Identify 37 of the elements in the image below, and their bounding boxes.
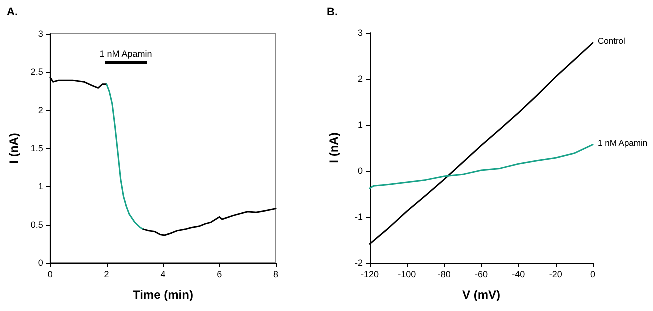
x-tick-label: 0 bbox=[48, 270, 53, 280]
y-tick-label: 1 bbox=[358, 120, 363, 130]
y-axis-title: I (nA) bbox=[327, 132, 341, 164]
line-series bbox=[106, 84, 144, 230]
x-tick-label: 2 bbox=[104, 270, 110, 280]
series-label: Control bbox=[598, 36, 626, 46]
y-tick-label: 2 bbox=[358, 74, 363, 84]
x-tick-label: 0 bbox=[590, 270, 596, 280]
y-tick-label: 0.5 bbox=[30, 220, 44, 230]
y-tick-label: 2.5 bbox=[30, 67, 44, 78]
x-tick-label: 4 bbox=[160, 270, 166, 280]
y-tick-label: -2 bbox=[354, 258, 363, 268]
y-tick-label: 3 bbox=[38, 29, 44, 39]
y-tick-label: 1 bbox=[38, 182, 44, 192]
y-tick-label: 2 bbox=[38, 105, 44, 116]
x-tick-label: -60 bbox=[474, 270, 488, 280]
line-series bbox=[369, 144, 594, 190]
y-tick-label: 3 bbox=[358, 28, 363, 38]
y-tick-label: 0 bbox=[358, 166, 363, 176]
y-tick-label: 0 bbox=[38, 258, 44, 268]
x-tick-label: 8 bbox=[273, 270, 279, 280]
x-tick-label: -20 bbox=[549, 270, 562, 280]
chart-title: A. bbox=[7, 6, 18, 18]
x-tick-label: -100 bbox=[398, 270, 416, 280]
x-tick-label: 6 bbox=[217, 270, 222, 280]
chart-title: B. bbox=[327, 6, 338, 18]
y-tick-label: -1 bbox=[354, 212, 363, 222]
annotation: 1 nM Apamin bbox=[100, 49, 152, 59]
y-axis-title: I (nA) bbox=[7, 133, 21, 164]
x-tick-label: -40 bbox=[512, 270, 526, 280]
y-tick-label: 1.5 bbox=[30, 144, 44, 154]
x-tick-label: -120 bbox=[360, 270, 380, 280]
x-axis-title: Time (min) bbox=[132, 288, 194, 302]
x-tick-label: -80 bbox=[438, 270, 451, 280]
series-label: 1 nM Apamin bbox=[598, 138, 648, 148]
line-series bbox=[142, 208, 277, 236]
x-axis-title: V (mV) bbox=[462, 288, 501, 302]
